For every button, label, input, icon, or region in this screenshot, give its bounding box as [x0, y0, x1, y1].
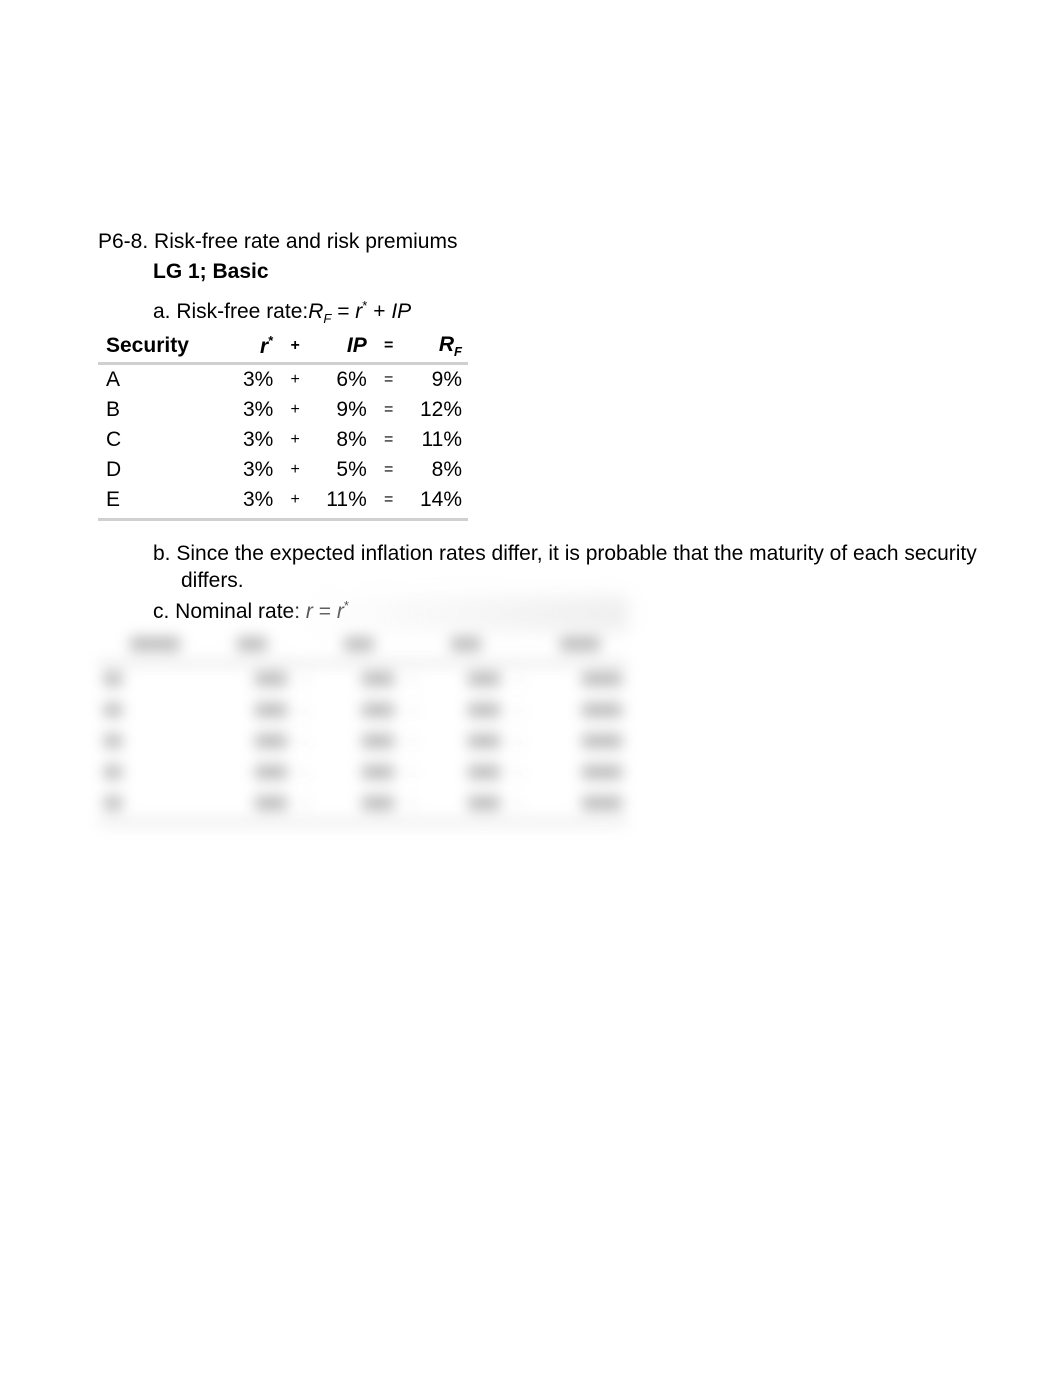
formula-rf-sub: F: [323, 311, 331, 326]
th-ip: IP: [311, 330, 373, 364]
cell-plus: +: [279, 485, 311, 520]
blurred-row: +=+: [98, 789, 628, 822]
part-b-line1: b. Since the expected inflation rates di…: [153, 541, 1032, 567]
cell-security: A: [98, 364, 223, 396]
part-c-prefix: c. Nominal rate:: [153, 600, 306, 623]
formula-plus: +: [373, 300, 385, 323]
cell-ip: 8%: [311, 425, 373, 455]
table-row: B3%+9%=12%: [98, 395, 468, 425]
blurred-row: +=+: [98, 696, 628, 727]
cell-ip: 9%: [311, 395, 373, 425]
formula-eq: =: [337, 300, 349, 323]
cell-eq: =: [373, 395, 405, 425]
problem-title: P6-8. Risk-free rate and risk premiums: [98, 230, 1032, 254]
th-r-sup: *: [268, 333, 273, 348]
cell-security: E: [98, 485, 223, 520]
th-rf: RF: [404, 330, 468, 364]
cell-r: 3%: [223, 455, 280, 485]
th-rf-sub: F: [454, 344, 462, 359]
formula-rf: R: [308, 300, 323, 323]
th-plus: +: [279, 330, 311, 364]
blurred-row: +=+: [98, 727, 628, 758]
part-a-label: a. Risk-free rate:RF = r* + IP: [153, 298, 1032, 326]
cell-eq: =: [373, 455, 405, 485]
cell-rf: 9%: [404, 364, 468, 396]
cell-rf: 12%: [404, 395, 468, 425]
cell-rf: 11%: [404, 425, 468, 455]
th-r-text: r: [260, 335, 268, 358]
cell-plus: +: [279, 395, 311, 425]
lg-heading: LG 1; Basic: [153, 260, 1032, 284]
part-a-prefix: a. Risk-free rate:: [153, 300, 308, 323]
cell-plus: +: [279, 364, 311, 396]
cell-eq: =: [373, 364, 405, 396]
table-row: D3%+5%=8%: [98, 455, 468, 485]
blurred-table: +=++=++=++=++=+: [98, 630, 628, 824]
formula-r-sup: *: [362, 298, 367, 313]
cell-plus: +: [279, 455, 311, 485]
cell-r: 3%: [223, 485, 280, 520]
cell-rf: 14%: [404, 485, 468, 520]
blur-fade-overlay: [298, 596, 628, 632]
cell-eq: =: [373, 485, 405, 520]
table-row: C3%+8%=11%: [98, 425, 468, 455]
cell-r: 3%: [223, 364, 280, 396]
cell-r: 3%: [223, 425, 280, 455]
cell-plus: +: [279, 425, 311, 455]
cell-security: D: [98, 455, 223, 485]
th-security: Security: [98, 330, 223, 364]
cell-rf: 8%: [404, 455, 468, 485]
part-b-text: b. Since the expected inflation rates di…: [153, 541, 1032, 594]
th-ip-text: IP: [347, 334, 367, 357]
th-rf-text: R: [439, 333, 454, 356]
table-row: A3%+6%=9%: [98, 364, 468, 396]
cell-ip: 5%: [311, 455, 373, 485]
formula-ip: IP: [391, 300, 411, 323]
th-r: r*: [223, 330, 280, 364]
risk-free-rate-table: Security r* + IP = RF A3%+6%=9%B3%+9%=12…: [98, 330, 468, 521]
blurred-row: +=+: [98, 663, 628, 696]
th-eq: =: [373, 330, 405, 364]
blurred-content: +=++=++=++=++=+: [98, 630, 628, 850]
cell-ip: 6%: [311, 364, 373, 396]
cell-security: C: [98, 425, 223, 455]
cell-ip: 11%: [311, 485, 373, 520]
cell-eq: =: [373, 425, 405, 455]
cell-r: 3%: [223, 395, 280, 425]
table-row: E3%+11%=14%: [98, 485, 468, 520]
blurred-row: +=+: [98, 758, 628, 789]
cell-security: B: [98, 395, 223, 425]
part-b-line2: differs.: [181, 568, 1032, 594]
